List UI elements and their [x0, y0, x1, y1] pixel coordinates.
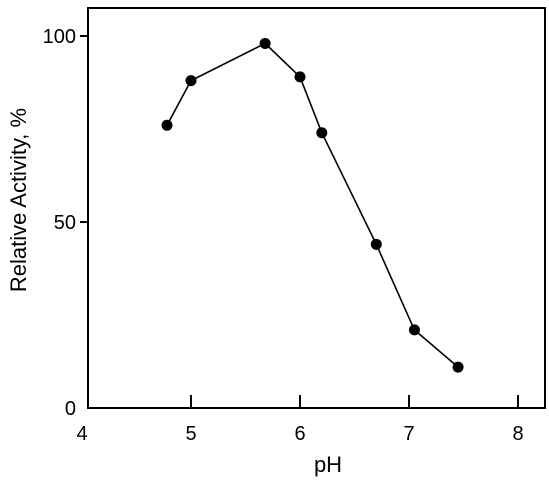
x-tick-label-5: 5 [185, 423, 196, 445]
x-tick-label-6: 6 [294, 423, 305, 445]
data-point-6 [408, 324, 420, 336]
data-point-4 [316, 127, 328, 139]
y-tick-label-100: 100 [43, 26, 76, 48]
y-axis-title: Relative Activity, % [6, 108, 31, 292]
x-axis-title: pH [314, 452, 342, 477]
plot-frame [87, 7, 546, 409]
series [161, 37, 464, 373]
data-point-3 [294, 71, 306, 83]
x-tick-label-7: 7 [403, 423, 414, 445]
data-point-7 [452, 361, 464, 373]
x-tick-label-4: 4 [76, 423, 87, 445]
data-point-1 [185, 75, 197, 87]
tick-labels: 4 5 6 7 8 0 50 100 [43, 26, 524, 445]
ticks [80, 35, 519, 408]
y-tick-label-0: 0 [65, 398, 76, 420]
data-point-2 [259, 37, 271, 49]
data-point-0 [161, 119, 173, 131]
x-tick-label-8: 8 [512, 423, 523, 445]
data-point-5 [370, 238, 382, 250]
series-line-0 [166, 42, 459, 368]
y-tick-label-50: 50 [54, 212, 76, 234]
